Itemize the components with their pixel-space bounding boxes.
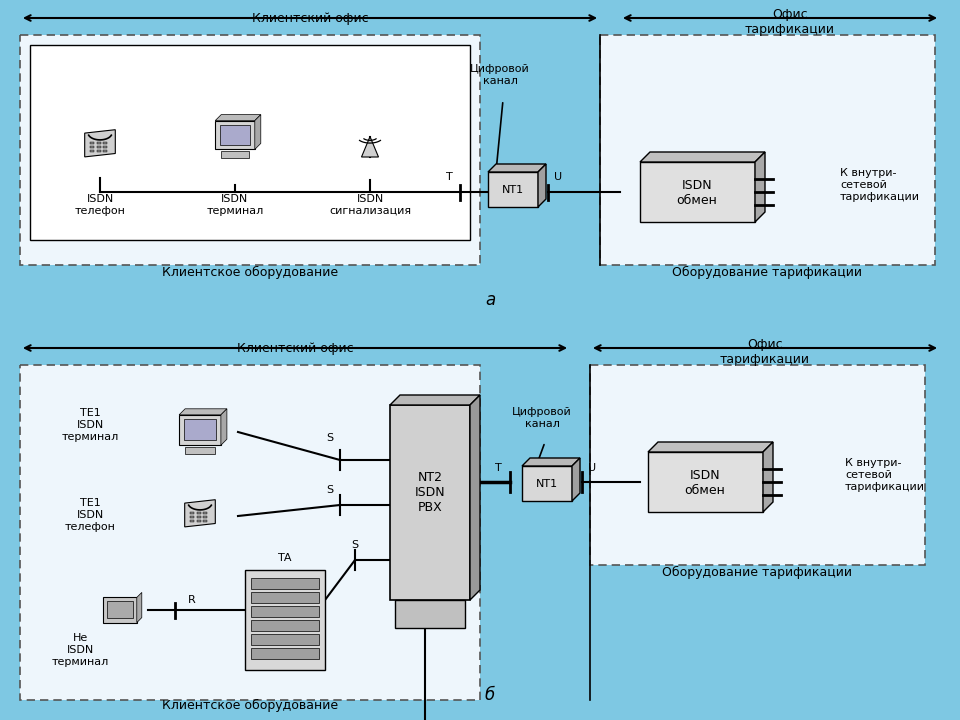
Bar [20,365,480,700]
Text: Офис
тарификации: Офис тарификации [720,338,810,366]
Bar [204,512,207,514]
Text: Клиентский офис: Клиентский офис [237,342,353,355]
Bar [97,150,101,153]
Polygon shape [137,593,142,623]
Text: Клиентское оборудование: Клиентское оборудование [162,698,338,711]
Text: ISDN
сигнализация: ISDN сигнализация [329,194,411,216]
Bar [97,142,101,144]
Text: NT1: NT1 [536,479,558,489]
Bar [600,35,935,265]
Bar [180,415,221,445]
Text: S: S [326,485,333,495]
Polygon shape [488,164,546,172]
Bar [204,516,207,518]
Bar [197,520,201,523]
Bar [590,365,925,565]
Bar [104,145,108,148]
Bar [184,447,215,454]
Polygon shape [572,458,580,501]
Text: Клиентский офис: Клиентский офис [252,12,369,25]
Bar [221,151,250,158]
Polygon shape [215,114,261,120]
Polygon shape [390,395,480,405]
Bar [220,125,251,145]
Text: Офис
тарификации: Офис тарификации [745,8,835,36]
Polygon shape [522,458,580,466]
Bar [184,419,216,440]
Text: TA: TA [278,553,292,563]
Polygon shape [84,130,115,157]
Bar [90,145,94,148]
Bar [251,648,319,659]
Bar [104,142,108,144]
Text: К внутри-
сетевой
тарификации: К внутри- сетевой тарификации [840,168,920,202]
Polygon shape [362,137,378,157]
Text: NT1: NT1 [502,185,524,195]
Text: T: T [495,463,502,473]
Text: ISDN
телефон: ISDN телефон [75,194,126,216]
Text: TE1
ISDN
терминал: TE1 ISDN терминал [61,408,119,441]
Text: NT2
ISDN
PBX: NT2 ISDN PBX [415,471,445,514]
Text: Цифровой
канал: Цифровой канал [512,408,572,429]
Text: S: S [351,540,359,550]
Polygon shape [254,114,261,149]
Bar [648,452,763,512]
Polygon shape [763,442,773,512]
Polygon shape [538,164,546,207]
Bar [108,601,132,618]
Bar [395,600,465,628]
Text: Цифровой
канал: Цифровой канал [470,64,530,86]
Text: TE1
ISDN
телефон: TE1 ISDN телефон [64,498,115,531]
Polygon shape [640,152,765,162]
Bar [488,172,538,207]
Bar [190,516,194,518]
Bar [251,634,319,645]
Polygon shape [470,395,480,600]
Text: S: S [326,433,333,443]
Text: б: б [485,686,495,704]
Bar [215,120,254,150]
Text: U: U [588,463,596,473]
Bar [20,35,480,265]
Bar [197,512,201,514]
Text: ISDN
терминал: ISDN терминал [206,194,264,216]
Bar [90,142,94,144]
Text: Оборудование тарификации: Оборудование тарификации [662,565,852,579]
Text: R: R [188,595,196,605]
Text: Не
ISDN
терминал: Не ISDN терминал [52,634,108,667]
Bar [522,466,572,501]
Bar [197,516,201,518]
Bar [30,45,470,240]
Bar [390,405,470,600]
Bar [190,520,194,523]
Bar [251,592,319,603]
Bar [190,512,194,514]
Text: Оборудование тарификации: Оборудование тарификации [672,266,862,279]
Text: ISDN
обмен: ISDN обмен [677,179,717,207]
Polygon shape [184,500,215,527]
Bar [104,150,108,153]
Polygon shape [755,152,765,222]
Polygon shape [221,409,227,445]
Polygon shape [180,409,227,415]
Text: а: а [485,291,495,309]
Bar [104,598,137,623]
Bar [204,520,207,523]
Text: Клиентское оборудование: Клиентское оборудование [162,266,338,279]
Bar [251,620,319,631]
Bar [97,145,101,148]
Text: T: T [446,172,453,182]
Bar [90,150,94,153]
Polygon shape [648,442,773,452]
Bar [251,578,319,589]
Bar [640,162,755,222]
Text: U: U [554,172,563,182]
Bar [251,606,319,617]
Text: К внутри-
сетевой
тарификации: К внутри- сетевой тарификации [845,459,925,492]
Bar [245,570,325,670]
Text: ISDN
обмен: ISDN обмен [684,469,726,497]
